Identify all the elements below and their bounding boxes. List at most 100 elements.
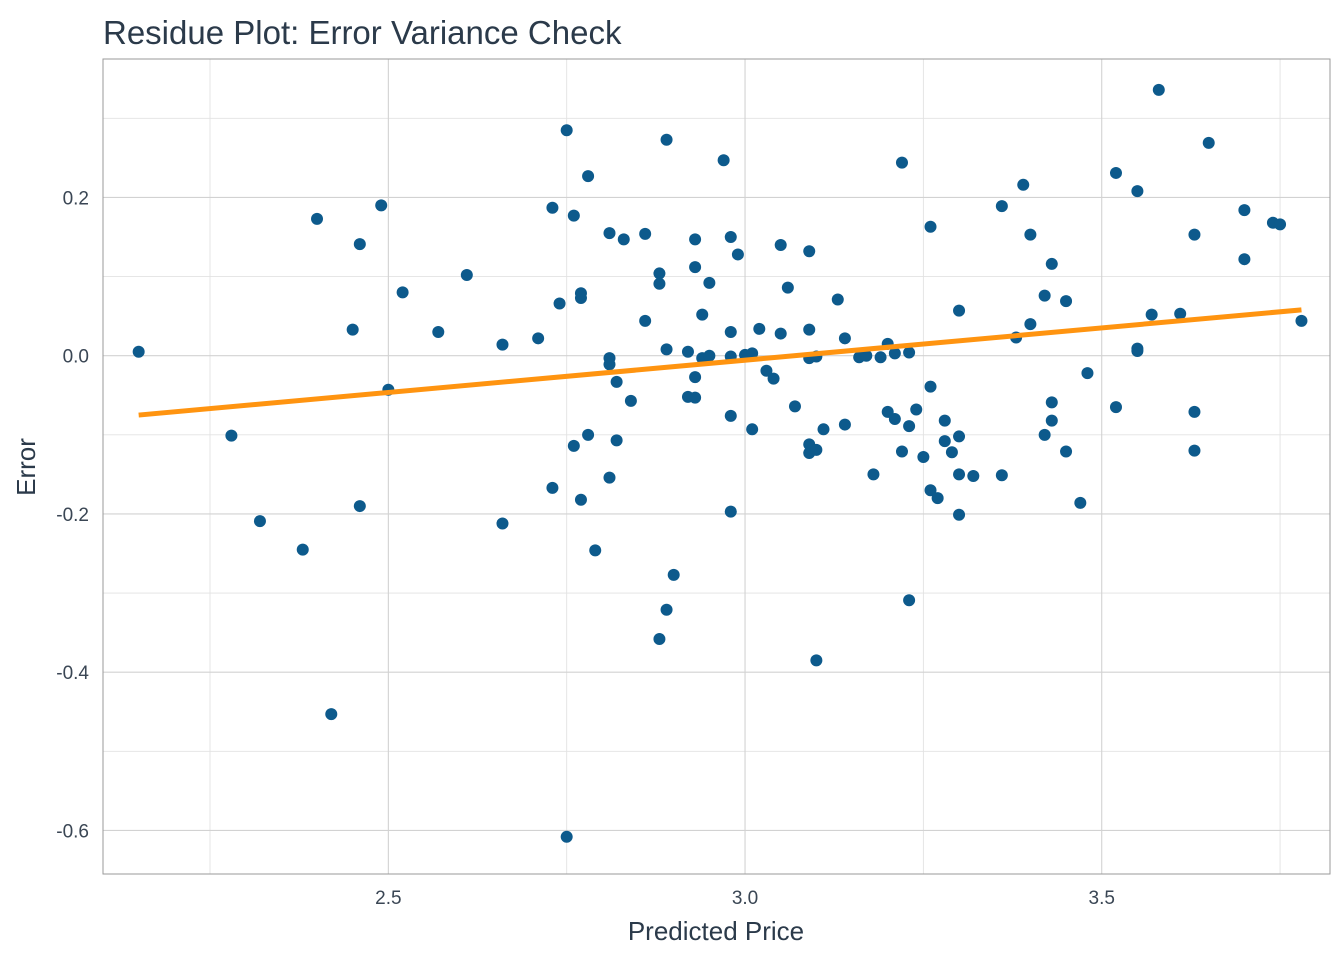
y-tick-label: -0.2: [56, 505, 89, 526]
data-point: [903, 420, 916, 433]
data-point: [838, 332, 851, 345]
data-point: [460, 269, 473, 282]
data-point: [703, 276, 716, 289]
minor-gridlines: [103, 59, 1330, 874]
data-point: [617, 233, 630, 246]
data-point: [924, 484, 937, 497]
data-point: [325, 708, 338, 721]
data-point: [532, 332, 545, 345]
x-axis-label: Predicted Price: [628, 916, 804, 946]
data-point: [253, 515, 266, 528]
data-point: [574, 493, 587, 506]
data-point: [995, 469, 1008, 482]
data-point: [432, 325, 445, 338]
data-point: [803, 245, 816, 258]
data-point: [774, 238, 787, 251]
data-point: [689, 261, 702, 274]
data-point: [724, 409, 737, 422]
data-point: [1109, 401, 1122, 414]
data-point: [639, 314, 652, 327]
data-point: [1145, 308, 1158, 321]
data-point: [589, 544, 602, 557]
data-point: [724, 505, 737, 518]
data-point: [895, 156, 908, 169]
trend-line-group: [138, 307, 1302, 418]
data-point: [888, 413, 901, 426]
data-point: [746, 347, 759, 360]
data-point: [1045, 396, 1058, 409]
data-point: [603, 358, 616, 371]
data-point: [689, 391, 702, 404]
data-point: [1202, 136, 1215, 149]
data-point: [1238, 253, 1251, 266]
data-point: [1045, 257, 1058, 270]
y-tick-label: -0.6: [56, 821, 89, 842]
data-point: [938, 414, 951, 427]
y-axis-label: Error: [11, 438, 41, 496]
data-point: [1045, 414, 1058, 427]
data-point: [496, 517, 509, 530]
data-point: [132, 345, 145, 358]
data-point: [639, 227, 652, 240]
data-point: [945, 446, 958, 459]
data-point: [931, 492, 944, 505]
data-point: [838, 418, 851, 431]
data-point: [817, 423, 830, 436]
data-point: [567, 209, 580, 222]
data-point: [1174, 307, 1187, 320]
data-point: [903, 594, 916, 607]
data-point: [731, 248, 744, 261]
data-point: [353, 238, 366, 251]
x-tick-label: 3.0: [732, 888, 758, 909]
data-point: [653, 632, 666, 645]
data-point: [375, 199, 388, 212]
data-point: [582, 170, 595, 183]
data-point: [724, 231, 737, 244]
data-point: [603, 471, 616, 484]
data-point: [774, 327, 787, 340]
data-point: [967, 469, 980, 482]
data-point: [660, 343, 673, 356]
data-point: [746, 423, 759, 436]
data-points: [132, 83, 1308, 843]
data-point: [1074, 496, 1087, 509]
data-point: [1238, 204, 1251, 217]
data-point: [689, 233, 702, 246]
data-point: [560, 124, 573, 137]
data-point: [1024, 228, 1037, 241]
x-tick-label: 3.5: [1089, 888, 1115, 909]
data-point: [225, 429, 238, 442]
data-point: [860, 349, 873, 362]
data-point: [1131, 185, 1144, 198]
data-point: [831, 293, 844, 306]
data-point: [1060, 445, 1073, 458]
data-point: [610, 375, 623, 388]
data-point: [653, 267, 666, 280]
data-point: [696, 308, 709, 321]
data-point: [667, 568, 680, 581]
data-point: [938, 435, 951, 448]
data-point: [924, 220, 937, 233]
data-point: [346, 323, 359, 336]
data-point: [560, 830, 573, 843]
data-point: [1038, 428, 1051, 441]
data-point: [1188, 444, 1201, 457]
y-axis-ticks: -0.6 -0.4 -0.2 0.0 0.2: [56, 188, 89, 842]
data-point: [603, 227, 616, 240]
data-point: [396, 286, 409, 299]
data-point: [888, 347, 901, 360]
data-point: [496, 338, 509, 351]
data-point: [910, 403, 923, 416]
data-point: [717, 154, 730, 167]
x-axis-ticks: 2.5 3.0 3.5: [375, 888, 1115, 909]
data-point: [660, 603, 673, 616]
data-point: [953, 304, 966, 317]
plot-panel-border: [102, 58, 1331, 875]
data-point: [660, 133, 673, 146]
data-point: [953, 468, 966, 481]
data-point: [1188, 228, 1201, 241]
data-point: [788, 400, 801, 413]
data-point: [582, 428, 595, 441]
data-point: [917, 451, 930, 464]
